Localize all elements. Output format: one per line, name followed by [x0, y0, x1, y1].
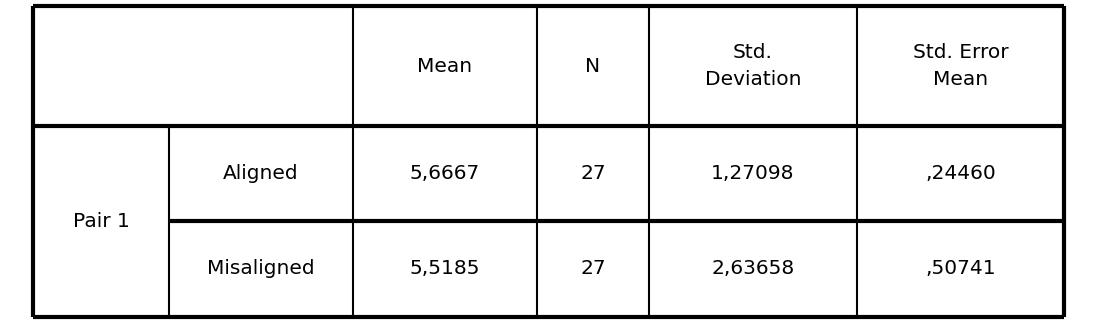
Text: Std. Error
Mean: Std. Error Mean [913, 43, 1008, 89]
Text: Mean: Mean [417, 57, 473, 76]
Text: Misaligned: Misaligned [207, 259, 315, 278]
Text: 5,6667: 5,6667 [409, 164, 479, 183]
Text: ,24460: ,24460 [925, 164, 996, 183]
Text: 27: 27 [580, 259, 606, 278]
Text: 27: 27 [580, 164, 606, 183]
Text: Std.
Deviation: Std. Deviation [704, 43, 801, 89]
Text: Pair 1: Pair 1 [72, 212, 129, 231]
Text: 2,63658: 2,63658 [711, 259, 794, 278]
Text: Aligned: Aligned [224, 164, 298, 183]
Text: 5,5185: 5,5185 [409, 259, 480, 278]
Text: 1,27098: 1,27098 [711, 164, 794, 183]
Text: N: N [586, 57, 600, 76]
Text: ,50741: ,50741 [925, 259, 996, 278]
